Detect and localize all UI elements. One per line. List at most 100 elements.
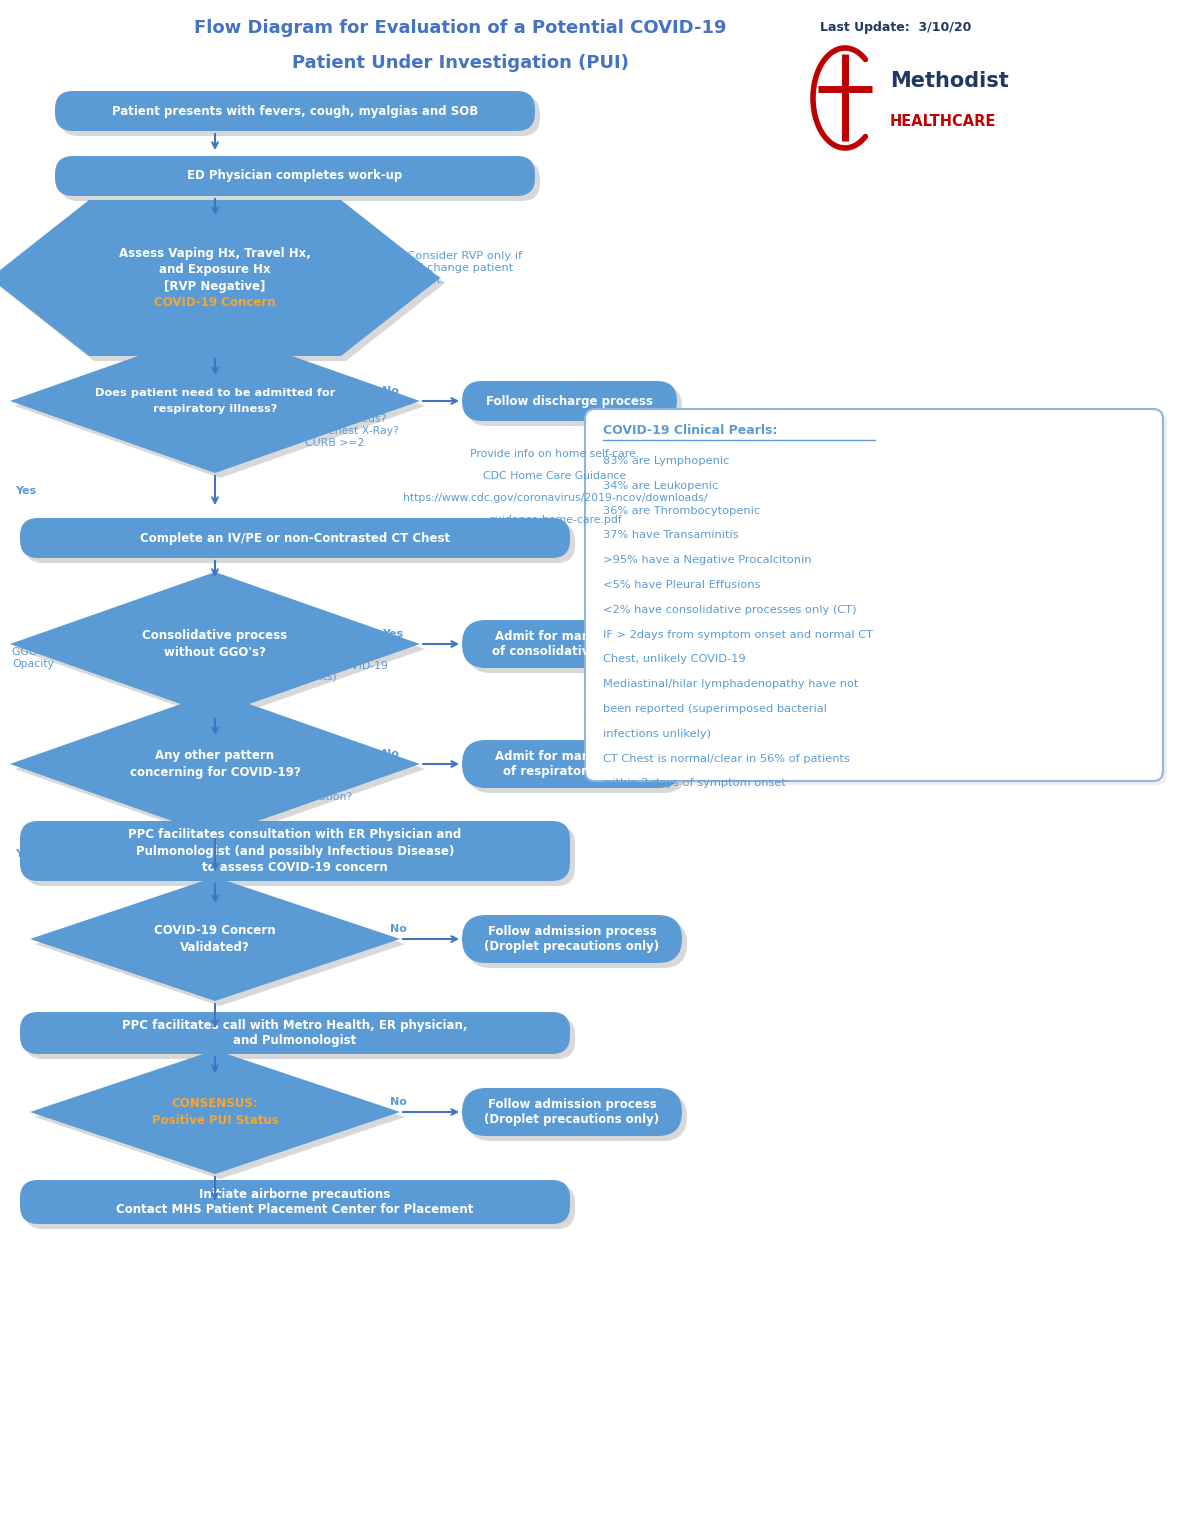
Text: Ex: Any O2 needs?
Abnormal Chest X-Ray?
CURB >=2: Ex: Any O2 needs? Abnormal Chest X-Ray? …	[271, 415, 399, 447]
Text: Patient presents with fevers, cough, myalgias and SOB: Patient presents with fevers, cough, mya…	[111, 104, 478, 117]
Text: GGO = Ground Glass
Opacity: GGO = Ground Glass Opacity	[12, 647, 127, 668]
Text: COVID-19 Concern: COVID-19 Concern	[154, 296, 276, 309]
FancyBboxPatch shape	[466, 386, 682, 425]
Text: within 2 days of symptom onset: within 2 days of symptom onset	[603, 779, 786, 788]
Text: PPC facilitates consultation with ER Physician and: PPC facilitates consultation with ER Phy…	[128, 828, 462, 842]
Polygon shape	[36, 882, 405, 1006]
Text: Methodist: Methodist	[890, 71, 1009, 91]
Text: been reported (superimposed bacterial: been reported (superimposed bacterial	[603, 703, 826, 714]
Text: CONSENSUS:: CONSENSUS:	[172, 1097, 258, 1111]
Text: Yes: Yes	[15, 849, 37, 859]
Text: 37% have Transaminitis: 37% have Transaminitis	[603, 530, 739, 541]
Text: Does patient need to be admitted for: Does patient need to be admitted for	[95, 389, 335, 398]
Text: Admit for management
of respiratory illness: Admit for management of respiratory illn…	[495, 750, 649, 779]
Text: Yes: Yes	[382, 630, 403, 639]
Text: Yes: Yes	[36, 1014, 56, 1025]
Polygon shape	[15, 578, 425, 720]
Polygon shape	[9, 693, 420, 836]
Text: Any other pattern: Any other pattern	[155, 750, 275, 762]
FancyBboxPatch shape	[466, 920, 687, 968]
FancyBboxPatch shape	[466, 625, 687, 673]
Text: Note: (in < 2% of COVID-19
patients): Note: (in < 2% of COVID-19 patients)	[237, 660, 387, 682]
FancyBboxPatch shape	[25, 1184, 575, 1229]
Text: COVID-19 Clinical Pearls:: COVID-19 Clinical Pearls:	[603, 424, 778, 438]
Text: Yes: Yes	[15, 485, 37, 496]
FancyBboxPatch shape	[54, 157, 535, 197]
Text: Validated?: Validated?	[180, 940, 250, 954]
Text: NOTE:  Consider RVP only if
this would change patient
management.: NOTE: Consider RVP only if this would ch…	[365, 252, 522, 284]
FancyBboxPatch shape	[462, 621, 682, 668]
Text: concerning for COVID-19?: concerning for COVID-19?	[129, 765, 301, 779]
Polygon shape	[9, 329, 420, 473]
Text: IF > 2days from symptom onset and normal CT: IF > 2days from symptom onset and normal…	[603, 630, 873, 639]
FancyBboxPatch shape	[60, 95, 540, 137]
FancyBboxPatch shape	[462, 915, 682, 963]
Text: Chest, unlikely COVID-19: Chest, unlikely COVID-19	[603, 654, 746, 665]
Text: 34% are Leukopenic: 34% are Leukopenic	[603, 481, 719, 492]
FancyBboxPatch shape	[585, 409, 1163, 780]
Polygon shape	[9, 571, 420, 716]
Text: <2% have consolidative processes only (CT): <2% have consolidative processes only (C…	[603, 605, 856, 614]
Text: COVID-19 Concern: COVID-19 Concern	[154, 925, 276, 937]
Text: CDC Home Care Guidance: CDC Home Care Guidance	[483, 472, 626, 481]
Polygon shape	[15, 333, 425, 478]
Text: No: No	[382, 750, 399, 759]
Text: No: No	[390, 925, 407, 934]
Text: Admit for management
of consolidative process: Admit for management of consolidative pr…	[491, 630, 652, 657]
Text: Positive PUI Status: Positive PUI Status	[152, 1114, 278, 1126]
Text: Provide info on home self-care.: Provide info on home self-care.	[470, 449, 639, 459]
Text: CT Chest is normal/clear in 56% of patients: CT Chest is normal/clear in 56% of patie…	[603, 754, 850, 763]
Text: Follow discharge process: Follow discharge process	[487, 395, 652, 407]
FancyBboxPatch shape	[20, 822, 570, 882]
Polygon shape	[0, 204, 445, 361]
Text: without GGO's?: without GGO's?	[165, 645, 266, 659]
FancyBboxPatch shape	[25, 522, 575, 564]
Text: to assess COVID-19 concern: to assess COVID-19 concern	[202, 860, 388, 874]
Text: respiratory illness?: respiratory illness?	[153, 404, 277, 413]
Text: Mediastinal/hilar lymphadenopathy have not: Mediastinal/hilar lymphadenopathy have n…	[603, 679, 858, 690]
Text: guidance-home-care.pdf: guidance-home-care.pdf	[488, 515, 622, 525]
FancyBboxPatch shape	[60, 161, 540, 201]
Text: No: No	[390, 1097, 407, 1107]
Text: Patient Under Investigation (PUI): Patient Under Investigation (PUI)	[291, 54, 629, 72]
FancyBboxPatch shape	[20, 1012, 570, 1054]
Text: https://www.cdc.gov/coronavirus/2019-ncov/downloads/: https://www.cdc.gov/coronavirus/2019-nco…	[403, 493, 707, 502]
Text: No: No	[382, 386, 399, 396]
Text: HEALTHCARE: HEALTHCARE	[890, 114, 997, 129]
Polygon shape	[30, 1051, 400, 1174]
Polygon shape	[30, 877, 400, 1001]
Text: Consolidative process: Consolidative process	[142, 630, 288, 642]
Text: Assess Vaping Hx, Travel Hx,: Assess Vaping Hx, Travel Hx,	[120, 247, 311, 260]
Text: PPC facilitates call with Metro Health, ER physician,
and Pulmonologist: PPC facilitates call with Metro Health, …	[122, 1018, 468, 1048]
Text: 1. GGO's only
2. GGO + Consolidation?: 1. GGO's only 2. GGO + Consolidation?	[218, 780, 353, 802]
Text: ED Physician completes work-up: ED Physician completes work-up	[187, 169, 403, 183]
Polygon shape	[15, 697, 425, 842]
Text: Follow admission process
(Droplet precautions only): Follow admission process (Droplet precau…	[484, 1098, 659, 1126]
Text: 83% are Lymphopenic: 83% are Lymphopenic	[603, 456, 729, 465]
Polygon shape	[0, 200, 440, 356]
FancyBboxPatch shape	[462, 381, 677, 421]
Text: infections unlikely): infections unlikely)	[603, 728, 712, 739]
Polygon shape	[36, 1055, 405, 1180]
FancyBboxPatch shape	[20, 1180, 570, 1224]
Text: >95% have a Negative Procalcitonin: >95% have a Negative Procalcitonin	[603, 554, 811, 565]
Text: Pulmonologist (and possibly Infectious Disease): Pulmonologist (and possibly Infectious D…	[136, 845, 455, 857]
FancyBboxPatch shape	[462, 1087, 682, 1137]
Text: Flow Diagram for Evaluation of a Potential COVID-19: Flow Diagram for Evaluation of a Potenti…	[194, 18, 726, 37]
Text: Follow admission process
(Droplet precautions only): Follow admission process (Droplet precau…	[484, 925, 659, 952]
Text: 36% are Thrombocytopenic: 36% are Thrombocytopenic	[603, 505, 760, 516]
FancyBboxPatch shape	[466, 745, 687, 793]
FancyBboxPatch shape	[20, 518, 570, 558]
Text: <5% have Pleural Effusions: <5% have Pleural Effusions	[603, 581, 760, 590]
FancyBboxPatch shape	[25, 826, 575, 886]
FancyBboxPatch shape	[54, 91, 535, 131]
FancyBboxPatch shape	[588, 413, 1167, 785]
Text: Last Update:  3/10/20: Last Update: 3/10/20	[821, 22, 971, 34]
Text: Initiate airborne precautions
Contact MHS Patient Placement Center for Placement: Initiate airborne precautions Contact MH…	[116, 1187, 474, 1217]
FancyBboxPatch shape	[466, 1094, 687, 1141]
Text: [RVP Negative]: [RVP Negative]	[165, 280, 265, 292]
Text: Yes: Yes	[36, 1187, 56, 1197]
Text: Complete an IV/PE or non-Contrasted CT Chest: Complete an IV/PE or non-Contrasted CT C…	[140, 531, 450, 544]
FancyBboxPatch shape	[462, 740, 682, 788]
Text: and Exposure Hx: and Exposure Hx	[159, 264, 271, 276]
